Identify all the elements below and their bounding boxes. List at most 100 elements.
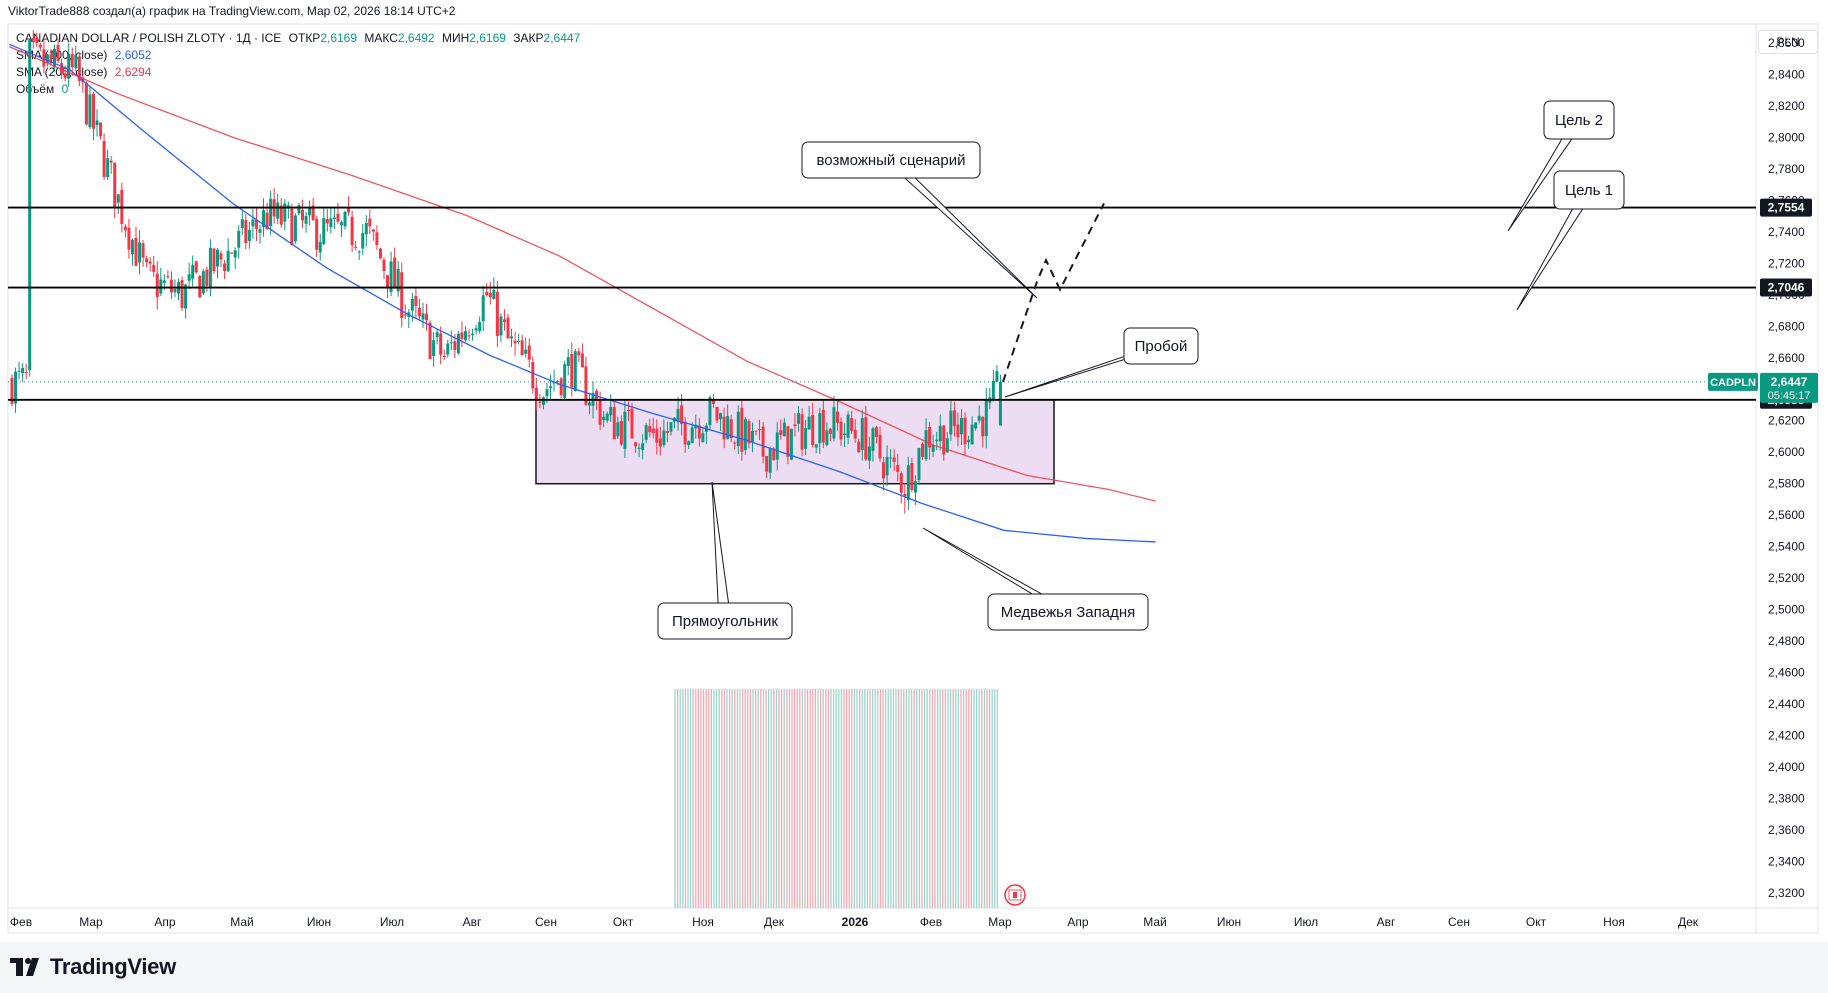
candle-body [690, 427, 694, 444]
indicator-volume-row[interactable]: Объём 0 [16, 81, 584, 98]
callout-beartrap-label: Медвежья Западня [1001, 604, 1136, 621]
price-tick-label: 2,4800 [1768, 634, 1805, 648]
candle-body [446, 343, 450, 355]
candle-body [283, 203, 287, 222]
candle-body [662, 430, 666, 446]
candle-body [566, 357, 570, 367]
candle-body [623, 411, 627, 449]
candle-body [336, 213, 340, 222]
chart-frame [7, 23, 1819, 934]
attribution-text: ViktorTrade888 создал(а) график на Tradi… [8, 4, 456, 18]
candle-body [694, 424, 698, 429]
symbol-row[interactable]: CANADIAN DOLLAR / POLISH ZLOTY · 1Д · IC… [16, 30, 584, 47]
candle-body [906, 465, 910, 500]
candle-body [935, 439, 939, 442]
callouts[interactable]: возможный сценарий Цель 2 Цель 1 Пробой Прям… [657, 100, 1625, 640]
candle-body [481, 295, 485, 322]
candle-body [99, 122, 103, 137]
candle-body [605, 413, 609, 421]
time-tick-label: Апр [1067, 915, 1089, 929]
price-axis[interactable]: 2,86002,84002,82002,80002,78002,76002,74… [1708, 36, 1818, 900]
candle-body [736, 411, 740, 447]
candle-body [634, 442, 638, 447]
candle-body [835, 411, 839, 423]
candle-body [655, 428, 659, 443]
candle-body [797, 412, 801, 424]
chart-legend: CANADIAN DOLLAR / POLISH ZLOTY · 1Д · IC… [16, 30, 584, 98]
candle-body [864, 417, 868, 460]
candle-body [251, 219, 255, 227]
current-price-timer: 05:45:17 [1768, 390, 1811, 402]
ohlc-close-label: ЗАКР [513, 31, 544, 45]
candle-body [77, 56, 81, 82]
candle-body [534, 387, 538, 400]
candle-body [772, 448, 776, 461]
callout-breakout-label: Пробой [1135, 338, 1188, 355]
candle-body [21, 367, 25, 374]
candle-body [549, 386, 553, 389]
callout-scenario-pointer [883, 159, 1038, 299]
sma-100-line [9, 43, 1156, 543]
candle-body [545, 389, 549, 397]
candle-body [616, 422, 620, 437]
candle-body [212, 248, 216, 271]
volume-value: 0 [61, 82, 69, 96]
candle-body [871, 428, 875, 451]
candle-body [619, 420, 623, 445]
candle-body [456, 333, 460, 354]
tradingview-logo[interactable]: TradingView [10, 954, 176, 980]
tradingview-logo-icon [10, 958, 39, 976]
sma100-name: SMA (100, close) [16, 48, 108, 62]
horizontal-levels[interactable] [8, 206, 1756, 401]
candle-body [729, 419, 733, 439]
candle-body [435, 332, 439, 338]
candle-body [74, 55, 78, 69]
candle-body [850, 418, 854, 431]
candle-body [520, 340, 524, 356]
projection-path[interactable] [1002, 203, 1105, 383]
current-symbol-label: CADPLN [1710, 377, 1756, 389]
price-tick-label: 2,6600 [1768, 351, 1805, 365]
canada-flag-icon[interactable] [1004, 884, 1026, 906]
price-tick-label: 2,5200 [1768, 571, 1805, 585]
candle-body [325, 218, 329, 224]
candle-body [95, 120, 99, 126]
candle-body [201, 271, 205, 294]
time-axis[interactable]: Фев Мар Апр Май Июн Июл Авг Сен Окт Ноя Дек 2026 Фев… [10, 915, 1699, 929]
candle-body [332, 217, 336, 220]
indicator-sma100-row[interactable]: SMA (100, close) 2,6052 [16, 47, 584, 64]
candle-body [67, 54, 71, 79]
candle-body [145, 258, 149, 263]
chart-canvas[interactable]: возможный сценарий Цель 2 Цель 1 Пробой Прям… [0, 0, 1828, 942]
time-tick-label: Мар [79, 915, 103, 929]
candle-body [400, 272, 404, 318]
candle-body [577, 351, 581, 356]
price-tick-label: 2,8400 [1768, 67, 1805, 81]
candle-body [244, 220, 248, 244]
candle-body [492, 289, 496, 300]
callout-target2-box [1543, 100, 1615, 140]
candle-body [921, 443, 925, 458]
candle-body [665, 431, 669, 433]
time-tick-label: Дек [764, 915, 785, 929]
ohlc-close-value: 2,6447 [543, 31, 581, 45]
candle-body [28, 40, 32, 371]
candle-body [396, 269, 400, 292]
candle-body [846, 414, 850, 438]
candle-body [439, 333, 443, 355]
candle-body [350, 216, 354, 246]
candle-body [981, 416, 985, 437]
candle-body [998, 381, 1002, 426]
candle-body [559, 378, 563, 396]
candle-body [644, 425, 648, 440]
candle-body [375, 232, 379, 246]
moving-averages [9, 43, 1156, 543]
candle-body [967, 439, 971, 443]
candle-body [874, 427, 878, 438]
time-tick-label: 2026 [842, 915, 869, 929]
price-tick-label: 2,7400 [1768, 225, 1805, 239]
price-tick-label: 2,6000 [1768, 445, 1805, 459]
candle-body [339, 222, 343, 226]
price-tick-label: 2,5400 [1768, 540, 1805, 554]
candle-body [134, 237, 138, 266]
